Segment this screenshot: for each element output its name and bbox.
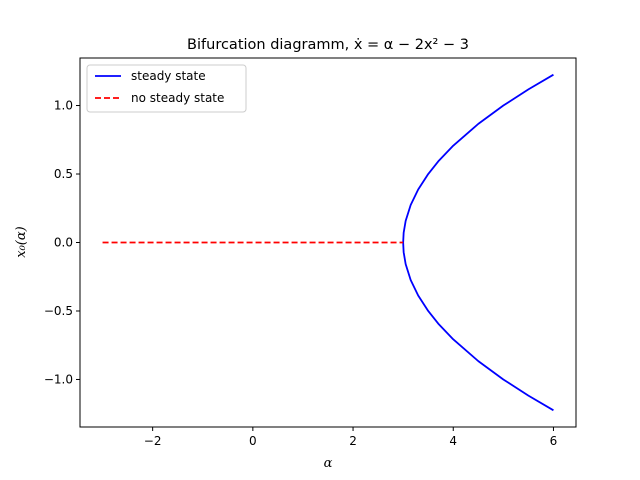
legend: steady state no steady state [86,64,247,113]
series-line-steady-state [402,73,554,412]
chart-title: Bifurcation diagramm, ẋ = α − 2x² − 3 [187,37,469,53]
x-tick-label: 4 [449,434,457,448]
y-tick-label: 1.0 [54,99,73,113]
x-tick-label: 6 [550,434,558,448]
x-tick-label: −2 [144,434,162,448]
y-tick-label: −1.0 [44,372,73,386]
y-tick-label: 0.5 [54,167,73,181]
x-tick-label: 2 [349,434,357,448]
y-tick-label: −0.5 [44,304,73,318]
legend-box [86,64,247,113]
y-tick-label: 0.0 [54,236,73,250]
ticks-layer: −2 0 2 4 6 −1.0 −0.5 0.0 0.5 1.0 [44,99,557,448]
legend-label-steady-state: steady state [131,69,206,83]
x-axis-label: α [324,456,333,471]
y-axis-label: x₀(α) [14,226,29,257]
series-layer [102,73,554,412]
x-tick-label: 0 [249,434,257,448]
legend-label-no-steady-state: no steady state [131,91,224,105]
